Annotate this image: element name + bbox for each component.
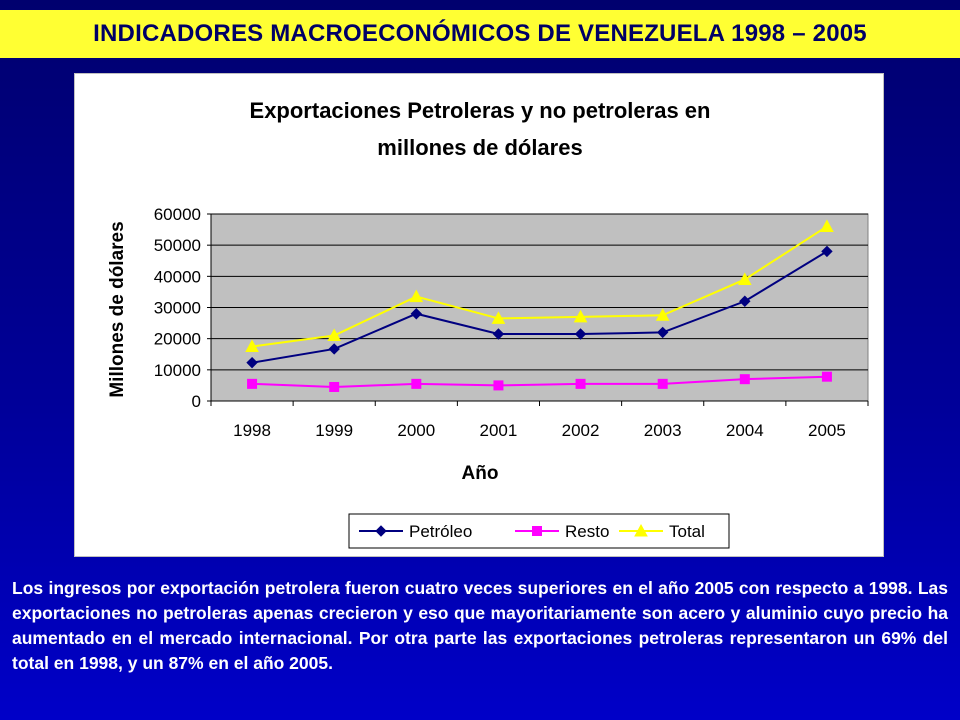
y-tick-label: 10000 [154,361,201,380]
x-axis-label: Año [462,463,499,484]
data-point-petroleo [492,328,505,340]
data-point-resto [657,378,668,389]
data-point-resto [329,381,340,392]
summary-paragraph: Los ingresos por exportación petrolera f… [12,578,948,673]
x-tick-label: 2003 [644,421,682,440]
x-tick-label: 1998 [233,421,271,440]
legend-marker-resto [532,526,542,536]
data-point-total [737,272,752,285]
y-tick-label: 20000 [154,330,201,349]
x-tick-label: 1999 [315,421,353,440]
data-point-petroleo [246,356,258,369]
data-point-total [820,219,834,232]
data-point-total [655,308,670,321]
x-tick-label: 2004 [726,421,764,440]
data-point-resto [821,371,832,382]
legend-label-petroleo: Petróleo [409,522,472,541]
legend-marker-petroleo [375,525,387,537]
data-point-total [491,311,506,324]
series-line-total [251,225,828,348]
data-point-resto [575,378,586,389]
y-tick-label: 30000 [154,299,201,318]
data-point-petroleo [821,245,833,258]
data-point-resto [739,374,750,385]
x-tick-label: 2000 [397,421,435,440]
page-banner: INDICADORES MACROECONÓMICOS DE VENEZUELA… [0,10,960,58]
data-point-petroleo [574,328,587,340]
data-point-total [245,339,259,352]
legend-label-total: Total [669,522,705,541]
data-point-petroleo [739,295,751,307]
y-tick-label: 40000 [154,267,201,286]
data-point-petroleo [328,343,340,355]
x-tick-label: 2001 [480,421,518,440]
data-point-petroleo [656,326,669,339]
legend-marker-total [634,523,648,537]
chart-title-line-2: millones de dólares [377,135,582,160]
data-point-resto [247,378,258,389]
data-point-total [327,328,342,342]
x-tick-label: 2005 [808,421,846,440]
line-chart: Exportaciones Petroleras y no petroleras… [107,98,869,549]
y-tick-label: 0 [192,392,201,411]
series-line-resto [252,375,827,388]
banner-title: INDICADORES MACROECONÓMICOS DE VENEZUELA… [93,20,867,47]
y-axis-label: Millones de dólares [107,221,128,397]
data-point-resto [411,378,422,389]
legend-label-resto: Resto [565,522,609,541]
y-tick-label: 50000 [154,236,201,255]
data-point-resto [493,380,504,391]
chart-container: Exportaciones Petroleras y no petroleras… [74,73,884,557]
series-line-petroleo [251,250,828,364]
data-point-total [573,309,588,323]
y-tick-label: 60000 [154,205,201,224]
data-point-petroleo [410,308,423,320]
chart-title-line-1: Exportaciones Petroleras y no petroleras… [250,98,711,123]
data-point-total [409,289,424,303]
x-tick-label: 2002 [562,421,600,440]
